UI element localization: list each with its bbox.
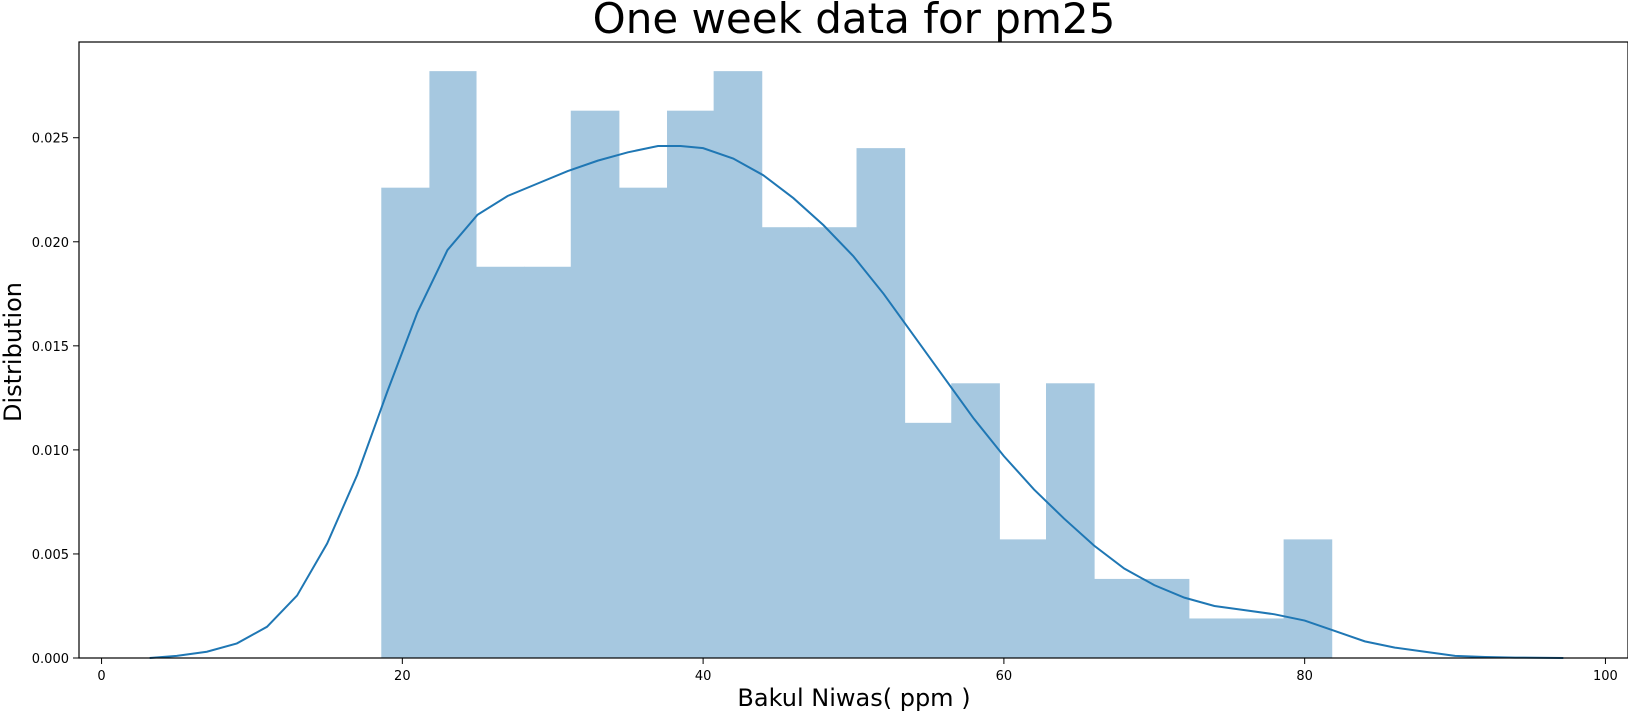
histogram-bar-2 [429,71,477,658]
y-tick-label: 0.025 [32,132,69,147]
x-tick-label: 0 [97,669,105,684]
plot-frame [78,41,1628,659]
chart-title: One week data for pm25 [593,0,1116,43]
histogram-bar-9 [761,227,809,658]
x-axis-ticks: 0 20 40 60 80 100 [97,658,1618,684]
y-tick-label: 0.000 [32,652,69,667]
histogram-bar-1 [381,187,430,659]
x-tick-label: 100 [1593,669,1618,684]
y-tick-label: 0.020 [32,236,69,251]
histogram-bar-17 [1142,578,1190,658]
histogram-bar-13 [951,383,1000,658]
y-tick-label: 0.010 [32,444,69,459]
histogram-bar-20 [1283,539,1333,658]
histogram-bars [381,71,1333,659]
histogram-bar-16 [1094,578,1143,658]
x-tick-label: 40 [695,669,712,684]
histogram-bar-8 [713,71,763,658]
histogram-bar-15 [1045,383,1095,658]
y-axis-title: Distribution [0,282,27,422]
x-axis-title: Bakul Niwas( ppm ) [737,684,970,711]
y-axis-ticks: 0.000 0.005 0.010 0.015 0.020 0.025 [32,132,79,667]
histogram-bar-7 [667,110,715,659]
histogram-bar-3 [476,266,525,658]
histogram-bar-18 [1188,618,1238,658]
x-tick-label: 80 [1296,669,1313,684]
x-tick-label: 20 [394,669,411,684]
histogram-bar-5 [570,110,620,659]
histogram-bar-14 [999,539,1047,658]
x-tick-label: 60 [996,669,1013,684]
histogram-bar-19 [1236,618,1285,658]
histogram-bar-11 [856,148,906,658]
histogram-bar-6 [618,187,668,659]
kde-curve [149,145,1564,659]
histogram-bar-12 [904,422,952,658]
histogram-bar-4 [524,266,572,658]
histogram-bar-10 [808,227,858,658]
y-tick-label: 0.005 [32,548,69,563]
y-tick-label: 0.015 [32,340,69,355]
